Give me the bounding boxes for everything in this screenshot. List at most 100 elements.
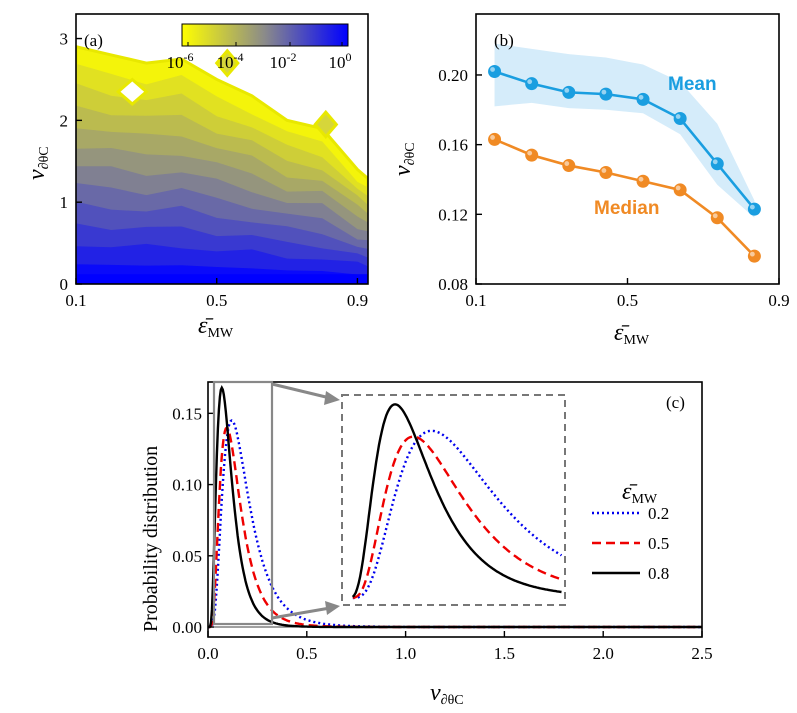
inset-curves [351,403,563,600]
marker-highlight [749,204,755,210]
inset-box [341,394,566,606]
legend-label-0.5: 0.5 [648,534,669,553]
marker-highlight [527,79,533,85]
colorbar-ticks: 10-6 10-4 10-2 100 [167,42,352,72]
y-tick-label: 1 [60,193,69,212]
panel-a-label: (a) [84,31,103,50]
y-tick-label: 0.00 [172,618,202,637]
heatmap-floor [76,274,368,284]
median-marker [673,183,687,197]
heatmap-hole [115,77,149,106]
mean-marker [525,77,539,91]
y-tick-label: 3 [60,30,69,49]
marker-highlight [601,89,607,95]
median-marker [525,148,539,162]
inset-curve-0.5 [352,435,562,600]
marker-highlight [490,135,495,140]
marker-highlight [712,159,718,165]
x-tick-label: 2.5 [691,644,712,663]
legend-label-0.8: 0.8 [648,564,669,583]
y-tick-label: 0 [60,275,69,294]
y-tick-label: 0.15 [172,404,202,423]
median-marker [747,249,761,263]
panel-c-frame [207,381,703,638]
panel-a-frame [75,13,369,285]
y-tick-label: 0.05 [172,547,202,566]
y-tick-label: 0.08 [438,275,468,294]
x-tick-label: 0.9 [347,291,368,310]
marker-highlight [564,161,570,166]
mean-marker [710,157,724,171]
panel-c-ylabel: Probability distribution [140,446,162,632]
panel-b-label: (b) [494,31,514,50]
x-tick-label: 0.0 [197,644,218,663]
x-tick-label: 0.5 [206,291,227,310]
marker-highlight [638,94,644,100]
median-label: Median [594,198,659,219]
colorbar-tick-label: 10-2 [270,50,297,72]
marker-highlight [564,87,570,93]
x-tick-label: 0.1 [465,291,486,310]
panel-b: 0.1 0.5 0.9 0.08 0.12 0.16 0.20 (b) Mean Media… [390,13,790,348]
mean-label: Mean [668,74,717,95]
marker-highlight [749,251,755,257]
heatmap-island [214,48,240,78]
median-marker [599,166,613,180]
panel-a-ticks: 0.1 0.5 0.9 0 1 2 3 [60,30,369,310]
panel-c-ticks: 0.0 0.5 1.0 1.5 2.0 2.5 0.00 0.05 0.10 0.15 [172,404,712,663]
legend: 0.2 0.5 0.8 [592,504,669,583]
zoom-arrow-top [271,382,331,400]
marker-highlight [638,176,644,182]
y-tick-label: 0.20 [438,66,468,85]
y-tick-label: 0.10 [172,476,202,495]
panel-b-ticks: 0.1 0.5 0.9 0.08 0.12 0.16 0.20 [438,66,789,310]
median-marker [710,211,724,225]
legend-title: ε̄MW [622,479,658,507]
inset-curve-0.2 [352,429,563,600]
panel-b-plot [488,43,761,263]
panel-a-xlabel: ε̄MW [198,313,234,341]
panel-b-xlabel: ε̄MW [614,320,650,348]
median-marker [562,159,576,173]
colorbar-tick-label: 10-4 [217,50,244,72]
panel-a: 0.1 0.5 0.9 0 1 2 3 (a) 10-6 10-4 10-2 100 ε̄MW ν… [24,13,369,341]
legend-label-0.2: 0.2 [648,504,669,523]
marker-highlight [601,168,607,173]
mean-marker [747,202,761,216]
y-tick-label: 0.12 [438,205,468,224]
zoom-arrow-bottom [271,606,331,620]
zoom-arrow-bottom-head [325,601,340,615]
colorbar [181,23,349,47]
marker-highlight [675,185,681,191]
marker-highlight [490,67,495,72]
mean-marker [673,112,687,126]
x-tick-label: 0.9 [768,291,789,310]
inset-curve-0.8 [351,403,562,598]
x-tick-label: 1.0 [395,644,416,663]
median-marker [636,174,650,188]
panel-c-xlabel: ν∂θC [430,680,464,708]
y-tick-label: 2 [60,111,69,130]
panel-b-ylabel: ν∂θC [390,142,418,176]
x-tick-label: 0.5 [617,291,638,310]
colorbar-tick-label: 100 [329,50,352,72]
marker-highlight [712,213,718,219]
mean-marker [636,92,650,106]
zoom-source-box [212,380,274,626]
y-tick-label: 0.16 [438,136,468,155]
mean-marker [599,87,613,101]
marker-highlight [675,114,681,119]
heatmap-island [313,109,339,140]
mean-band [494,43,755,218]
panel-a-ylabel: ν∂θC [24,146,52,180]
x-tick-label: 0.1 [65,291,86,310]
heatmap-bands [76,45,368,284]
x-tick-label: 1.5 [494,644,515,663]
x-tick-label: 0.5 [296,644,317,663]
median-marker [488,132,502,146]
x-tick-label: 2.0 [593,644,614,663]
mean-marker [488,64,502,78]
panel-c-label: (c) [666,393,685,412]
colorbar-tick-label: 10-6 [167,50,194,72]
